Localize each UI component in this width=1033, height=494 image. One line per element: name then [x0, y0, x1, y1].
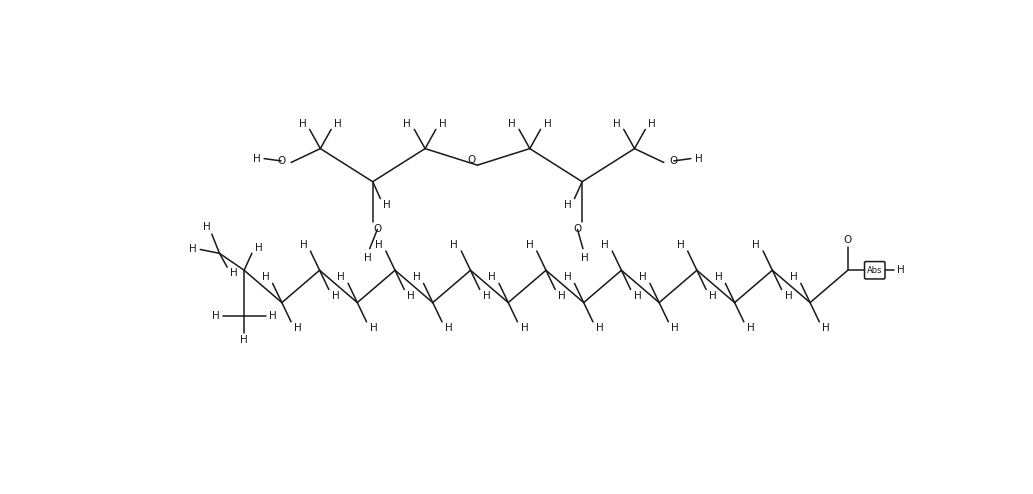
Text: H: H [526, 240, 534, 250]
Text: H: H [335, 119, 342, 129]
Text: H: H [413, 272, 420, 282]
Text: H: H [482, 290, 491, 301]
Text: H: H [445, 323, 452, 333]
Text: O: O [669, 156, 678, 166]
Text: H: H [710, 290, 717, 301]
Text: H: H [747, 323, 755, 333]
Text: H: H [671, 323, 680, 333]
Text: H: H [790, 272, 797, 282]
Text: H: H [677, 240, 685, 250]
Text: O: O [467, 155, 475, 165]
Text: H: H [332, 290, 340, 301]
Text: H: H [407, 290, 415, 301]
Text: H: H [489, 272, 496, 282]
Text: O: O [573, 224, 582, 235]
Text: H: H [639, 272, 647, 282]
Text: H: H [508, 119, 515, 129]
Text: O: O [844, 235, 852, 245]
Text: H: H [715, 272, 722, 282]
Text: H: H [564, 272, 571, 282]
Text: H: H [255, 243, 262, 253]
Text: H: H [230, 268, 238, 278]
Text: H: H [564, 200, 571, 210]
Text: H: H [558, 290, 566, 301]
Text: H: H [694, 154, 702, 164]
Text: H: H [581, 253, 589, 263]
Text: H: H [189, 245, 197, 254]
Text: H: H [300, 240, 307, 250]
Text: H: H [543, 119, 552, 129]
Text: Abs: Abs [867, 266, 882, 275]
Text: H: H [613, 119, 621, 129]
Text: H: H [633, 290, 641, 301]
Text: H: H [822, 323, 831, 333]
Text: H: H [261, 272, 270, 282]
Text: H: H [752, 240, 760, 250]
Text: H: H [204, 222, 211, 232]
Text: H: H [383, 200, 392, 210]
Text: H: H [299, 119, 307, 129]
Text: H: H [649, 119, 656, 129]
Text: O: O [277, 156, 285, 166]
Text: H: H [269, 311, 277, 322]
Text: H: H [596, 323, 603, 333]
Text: H: H [439, 119, 446, 129]
Text: H: H [370, 323, 377, 333]
Text: H: H [212, 311, 220, 322]
Text: O: O [373, 224, 381, 235]
Text: H: H [337, 272, 345, 282]
FancyBboxPatch shape [865, 261, 885, 279]
Text: H: H [241, 335, 248, 345]
Text: H: H [521, 323, 528, 333]
Text: H: H [365, 253, 372, 263]
Text: H: H [294, 323, 302, 333]
Text: H: H [897, 265, 905, 275]
Text: H: H [601, 240, 609, 250]
Text: H: H [785, 290, 792, 301]
Text: H: H [450, 240, 459, 250]
Text: H: H [253, 154, 260, 164]
Text: H: H [375, 240, 383, 250]
Text: H: H [404, 119, 411, 129]
